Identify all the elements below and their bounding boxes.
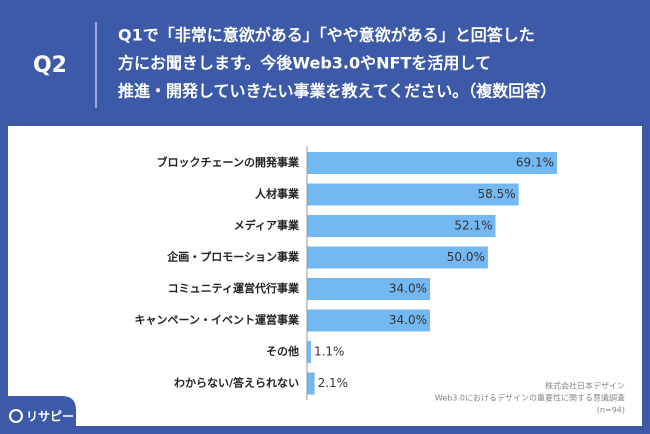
source: Web3.0におけるデザインの重要性に関する意識調査 bbox=[435, 393, 625, 403]
bar bbox=[307, 309, 431, 332]
category-label: メディア事業 bbox=[234, 218, 300, 232]
category-label: コミュニティ運営代行事業 bbox=[168, 281, 300, 295]
logo: リサピー bbox=[26, 410, 74, 424]
question-line: 推進・開発していきたい事業を教えてください。（複数回答） bbox=[118, 82, 556, 101]
value-label: 2.1% bbox=[318, 376, 349, 390]
category-label: わからない/答えられない bbox=[174, 376, 299, 390]
source: 株式会社日本デザイン bbox=[545, 381, 625, 391]
question-line: Q1で「非常に意欲がある」「やや意欲がある」と回答した bbox=[118, 26, 535, 45]
category-label: その他 bbox=[266, 344, 299, 358]
bar bbox=[307, 278, 431, 300]
value-label: 1.1% bbox=[314, 345, 345, 359]
bar bbox=[307, 341, 311, 363]
category-label: 人材事業 bbox=[255, 187, 300, 201]
value-label: 58.5% bbox=[478, 187, 516, 201]
category-label: ブロックチェーンの開発事業 bbox=[157, 155, 300, 169]
bar bbox=[307, 372, 315, 395]
value-label: 69.1% bbox=[516, 156, 554, 170]
value-label: 52.1% bbox=[454, 219, 492, 233]
bar bbox=[307, 152, 557, 174]
question-line: 方にお聞きします。今後Web3.0やNFTを活用して bbox=[118, 54, 491, 73]
logo-icon bbox=[9, 409, 23, 423]
value-label: 50.0% bbox=[447, 250, 485, 264]
logo-tab bbox=[0, 396, 76, 434]
value-label: 34.0% bbox=[389, 313, 427, 327]
question-number: Q2 bbox=[33, 53, 67, 78]
category-label: 企画・プロモーション事業 bbox=[166, 250, 300, 264]
source: (n=94) bbox=[597, 406, 625, 415]
bar bbox=[307, 183, 519, 206]
value-label: 34.0% bbox=[389, 282, 427, 296]
bar bbox=[307, 246, 488, 269]
category-label: キャンペーン・イベント運営事業 bbox=[135, 313, 300, 327]
card bbox=[8, 126, 642, 426]
bar bbox=[307, 215, 496, 237]
